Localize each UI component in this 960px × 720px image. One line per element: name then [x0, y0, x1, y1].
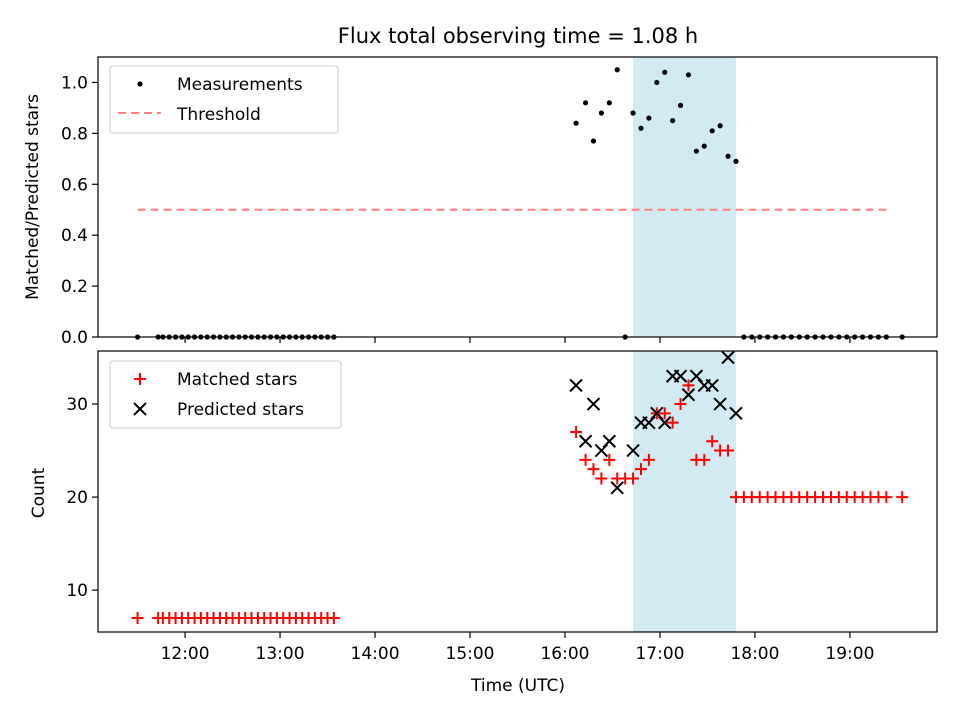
- predicted-stars-point: [610, 481, 624, 495]
- measurement-point: [614, 67, 620, 73]
- predicted-stars-point: [713, 397, 727, 411]
- measurement-point: [670, 118, 676, 124]
- matched-stars-point: [579, 453, 592, 466]
- ratio-highlight-span: [633, 57, 736, 337]
- predicted-stars-point: [673, 369, 688, 383]
- matched-stars-point: [570, 425, 583, 438]
- count-y-axis-label: Count: [29, 467, 49, 518]
- ratio-y-axis: 0.0 0.2 0.4 0.6 0.8 1.0: [61, 73, 98, 348]
- ratio-legend: Measurements Threshold: [109, 65, 339, 134]
- matched-stars-point: [634, 463, 647, 476]
- legend-matched-marker: [134, 373, 146, 385]
- measurement-point: [630, 110, 636, 116]
- matched-stars-point: [698, 453, 711, 466]
- ratio-plot-frame: [97, 56, 938, 338]
- measurement-point: [590, 138, 597, 144]
- ratio-legend-box: [109, 65, 339, 134]
- predicted-stars-point: [681, 388, 696, 402]
- matched-stars-point: [706, 435, 719, 448]
- ratio-panel: 0.0 0.2 0.4 0.6 0.8 1.0 Matched/Predicted sta…: [23, 56, 938, 348]
- figure-title: Flux total observing time = 1.08 h: [338, 24, 698, 48]
- x-axis-label: Time (UTC): [470, 676, 565, 696]
- ratio-y-tick-label: 0.8: [61, 124, 88, 144]
- matched-stars-point: [682, 379, 695, 392]
- legend-measurements-marker: [137, 81, 143, 87]
- ratio-y-tick-label: 0.2: [61, 277, 88, 297]
- measurement-point: [701, 143, 707, 149]
- count-x-tick-label: 17:00: [635, 644, 684, 664]
- measurement-point: [646, 115, 652, 121]
- measurement-point: [582, 100, 589, 106]
- count-series: [131, 350, 909, 625]
- count-x-tick-label: 15:00: [446, 644, 495, 664]
- count-plot-frame: [97, 350, 938, 633]
- matched-stars-point: [658, 407, 671, 420]
- count-x-tick-label: 19:00: [825, 644, 874, 664]
- matched-stars-point: [896, 491, 909, 504]
- count-x-tick-label: 18:00: [730, 644, 779, 664]
- count-x-axis: 12:00 13:00 14:00 15:00 16:00 17:00 18:00 19:00: [161, 632, 874, 664]
- matched-stars-point: [674, 398, 687, 411]
- matched-stars-point: [642, 453, 655, 466]
- measurement-point: [662, 69, 668, 75]
- count-x-tick-label: 16:00: [540, 644, 589, 664]
- count-highlight-span: [633, 351, 736, 632]
- ratio-y-axis-label: Matched/Predicted stars: [23, 94, 43, 300]
- legend-predicted-label: Predicted stars: [177, 400, 304, 420]
- measurement-point: [638, 125, 644, 131]
- matched-stars-point: [131, 612, 144, 625]
- predicted-stars-point: [602, 434, 617, 448]
- matched-stars-point: [587, 463, 600, 476]
- matched-stars-point: [627, 472, 640, 485]
- matched-stars-point: [880, 491, 893, 504]
- measurement-point: [654, 79, 660, 86]
- measurement-point: [733, 158, 739, 164]
- predicted-stars-point: [626, 443, 640, 458]
- measurement-point: [606, 100, 612, 106]
- measurement-point: [573, 120, 579, 126]
- predicted-stars-point: [658, 415, 672, 430]
- predicted-stars-point: [705, 378, 719, 393]
- matched-stars-point: [327, 612, 340, 625]
- legend-matched-label: Matched stars: [177, 370, 297, 390]
- count-legend: Matched stars Predicted stars: [109, 360, 342, 429]
- predicted-stars-point: [578, 434, 593, 448]
- matched-stars-point: [603, 453, 616, 466]
- measurement-point: [677, 102, 684, 108]
- count-x-tick-label: 13:00: [256, 644, 305, 664]
- legend-predicted-marker: [133, 402, 147, 416]
- measurement-point: [693, 148, 699, 154]
- ratio-y-tick-label: 0.0: [61, 328, 88, 348]
- predicted-stars-point: [721, 350, 735, 365]
- legend-threshold-label: Threshold: [176, 105, 261, 125]
- matched-stars-point: [666, 416, 679, 429]
- measurement-point: [685, 72, 692, 78]
- count-y-tick-label: 20: [66, 488, 88, 508]
- ratio-y-tick-label: 0.6: [61, 175, 88, 195]
- measurement-point: [598, 110, 605, 116]
- count-y-axis: 10 20 30: [66, 395, 98, 601]
- ratio-y-tick-label: 0.4: [61, 226, 88, 246]
- count-y-tick-label: 30: [66, 395, 88, 415]
- count-panel: 10 20 30 12:00 13:00 14:00 15:00 16:00 17:00 18:…: [29, 350, 938, 664]
- measurement-point: [717, 123, 723, 129]
- measurement-point: [709, 128, 715, 134]
- predicted-stars-point: [729, 406, 743, 421]
- predicted-stars-point: [569, 378, 583, 393]
- matched-stars-point: [722, 444, 735, 457]
- count-x-tick-label: 12:00: [161, 644, 210, 664]
- count-legend-box: [109, 360, 342, 429]
- legend-measurements-label: Measurements: [177, 75, 303, 95]
- count-y-tick-label: 10: [66, 581, 88, 601]
- matched-stars-point: [595, 472, 608, 485]
- ratio-y-tick-label: 1.0: [61, 73, 88, 93]
- predicted-stars-point: [586, 397, 601, 411]
- ratio-x-axis: [184, 337, 851, 343]
- measurement-point: [725, 153, 731, 159]
- count-x-tick-label: 14:00: [351, 644, 400, 664]
